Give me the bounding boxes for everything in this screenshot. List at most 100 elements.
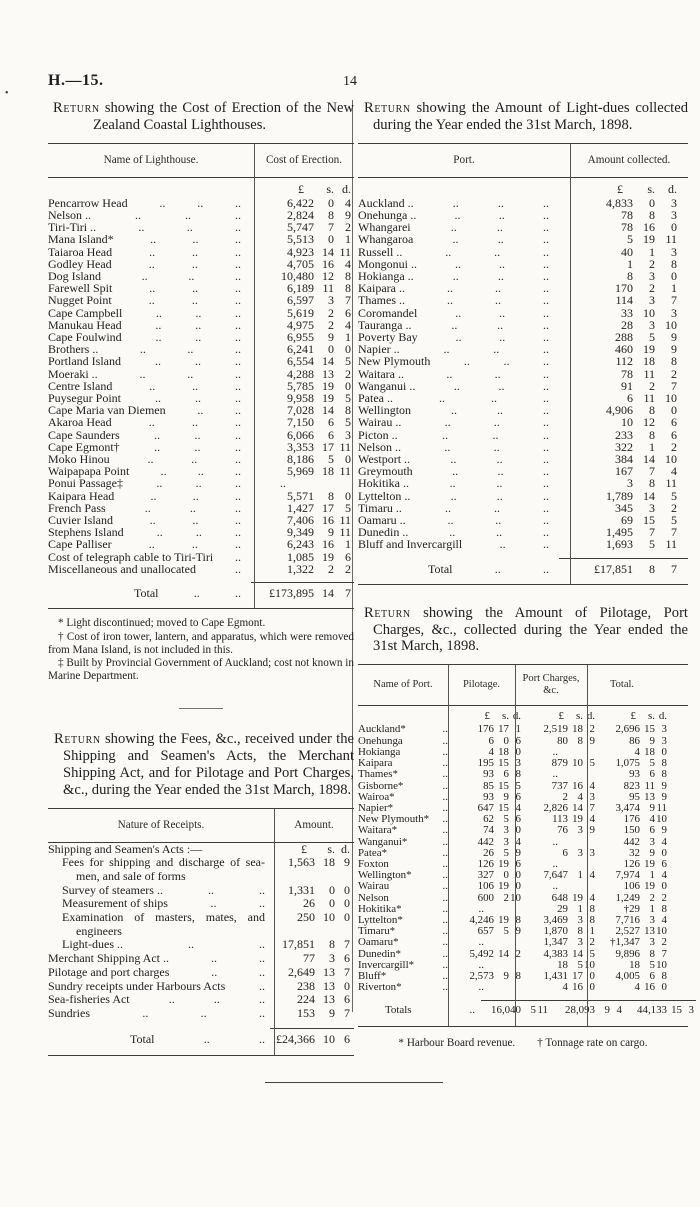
dot-leader: .. <box>195 525 202 540</box>
amount-cell: 250 10 0 <box>270 910 354 925</box>
name-cell: Measurement of ships.... <box>48 897 270 911</box>
amount-shillings: 2 <box>649 281 655 296</box>
amount-pounds: 6 <box>562 846 568 859</box>
amount-pounds: 4,923 <box>287 244 314 259</box>
amount-cell: 126 19 6 <box>454 857 523 870</box>
amount-pounds: 4 <box>634 745 640 758</box>
row-label: Total <box>130 1031 155 1046</box>
name-cell: Bluff*.. <box>358 970 454 982</box>
amount-pence: d. <box>512 710 521 723</box>
amount-cell: 8 3 0 <box>559 270 688 282</box>
table-body: Shipping and Seamen's Acts :— £ s. d. Fees f… <box>48 841 354 1047</box>
amount-pounds: 4 <box>488 745 494 758</box>
row-label: New Plymouth* <box>358 813 430 826</box>
table-row: Manukau Head...... 4,975 2 4 <box>48 319 354 331</box>
row-label: Auckland .. <box>358 195 414 210</box>
amount-cell: 6,554 14 5 <box>251 355 354 367</box>
amount-cell: .. <box>454 959 523 971</box>
row-label: Cape Maria van Diemen <box>48 403 166 418</box>
amount-pounds: 7,974 <box>615 869 640 882</box>
amount-pence: 1 <box>345 232 351 247</box>
name-cell: Picton ........ <box>358 428 559 440</box>
row-label: Shipping and Seamen's Acts :— <box>48 841 203 856</box>
name-cell: Hokianga ........ <box>358 270 559 282</box>
amount-cell: .. <box>251 477 354 489</box>
amount-cell: 44,133 15 3 <box>624 1000 696 1016</box>
table-row: Dunedin ........ 1,495 7 7 <box>358 526 688 538</box>
amount-pence: 10 <box>665 452 677 467</box>
amount-shillings: 5 <box>649 330 655 345</box>
amount-pence: 8 <box>661 757 667 770</box>
amount-cell: 4 16 0 <box>523 981 597 993</box>
amount-pence: 0 <box>345 342 351 357</box>
amount-pence: 3 <box>589 846 595 859</box>
amount-pounds: 126 <box>477 857 494 870</box>
table-row: Foxton.. 126 19 6.. 126 19 6 <box>358 857 688 870</box>
amount-pence: 2 <box>661 891 667 904</box>
dot-leader: .. <box>498 378 505 393</box>
amount-cell: .. <box>523 836 597 848</box>
amount-cell: 1,870 8 1 <box>523 925 597 937</box>
amount-cell: 1,085 19 6 <box>251 550 354 562</box>
amount-cell: 1,789 14 5 <box>559 489 688 501</box>
row-label: Sundries <box>48 1005 90 1020</box>
amount-pence: 10 <box>665 317 677 332</box>
amount-pence: 4 <box>661 869 667 882</box>
amount-pounds: 1,427 <box>287 500 314 515</box>
amount-pounds: 78 <box>621 366 633 381</box>
dot-leader: .. <box>235 366 241 381</box>
dot-leader: .. <box>455 330 462 345</box>
table-row: Timaru ........ 345 3 2 <box>358 502 688 514</box>
amount-cell: 150 6 9 <box>597 825 669 836</box>
row-label: Gisborne* <box>358 779 404 792</box>
amount-cell: 1,249 2 2 <box>597 891 669 904</box>
dot-leader: .. <box>442 869 448 882</box>
dot-leader: .. <box>192 232 199 247</box>
table-row: Poverty Bay...... 288 5 9 <box>358 331 688 343</box>
totals-row: Totals.. 16,040 5 11 28,093 9 4 44,133 15 3 <box>358 1000 696 1016</box>
table-row: Invercargill*.... 18 5 10 18 5 10 <box>358 958 688 971</box>
doc-reference: H.—15. <box>48 72 104 89</box>
amount-pounds: 106 <box>477 880 494 893</box>
dot-leader: .. <box>542 232 549 247</box>
row-label: Waipapapa Point <box>48 464 130 479</box>
amount-cell: 1,331 0 0 <box>270 883 354 898</box>
amount-cell: 4,833 0 3 <box>559 197 688 209</box>
amount-pounds: 78 <box>621 208 633 222</box>
name-cell: men, and sale of forms <box>48 869 270 884</box>
amount-shillings: 15 <box>498 779 509 792</box>
amount-pounds: £17,851 <box>594 561 633 576</box>
row-label: Sea-fisheries Act <box>48 992 130 1007</box>
dot-leader: .. <box>442 958 448 971</box>
amount-pounds: †29 <box>623 902 640 915</box>
table-row: Waitara*.. 74 3 0 76 3 9 150 6 9 <box>358 825 688 836</box>
amount-pence: 2 <box>345 220 351 235</box>
dot-leader: .. <box>449 476 456 491</box>
dot-leader: .. <box>497 317 504 332</box>
amount-pounds: 7,406 <box>287 513 314 528</box>
dot-leader: .. <box>442 801 448 814</box>
name-cell: Kaipara.. <box>358 757 454 769</box>
row-label: Mana Island* <box>48 232 114 247</box>
dot-leader: .. <box>543 525 549 540</box>
amount-pence: 8 <box>661 969 667 982</box>
amount-pence: 8 <box>589 913 595 926</box>
name-cell: Taiaroa Head...... <box>48 245 251 257</box>
row-label: Napier* <box>358 801 394 814</box>
table-header: Port. Amount collected. <box>358 144 688 178</box>
amount-pence: 0 <box>671 403 677 418</box>
amount-shillings: 5 <box>503 846 509 859</box>
table-row: Hokitika*.... 29 1 8 †29 1 8 <box>358 902 688 915</box>
amount-pence: 6 <box>515 813 521 826</box>
amount-pence: 6 <box>515 857 521 870</box>
amount-cell: 6 11 10 <box>559 392 688 404</box>
name-cell: Timaru ........ <box>358 502 559 514</box>
amount-pence: 4 <box>589 891 595 904</box>
amount-pounds: 32 <box>629 846 640 859</box>
amount-pounds: 322 <box>615 439 633 454</box>
amount-pounds: 460 <box>615 342 633 357</box>
amount-shillings: 13 <box>322 366 334 381</box>
amount-shillings: 19 <box>498 880 509 893</box>
amount-pounds: 40 <box>621 244 633 259</box>
amount-pounds: 80 <box>557 734 568 747</box>
